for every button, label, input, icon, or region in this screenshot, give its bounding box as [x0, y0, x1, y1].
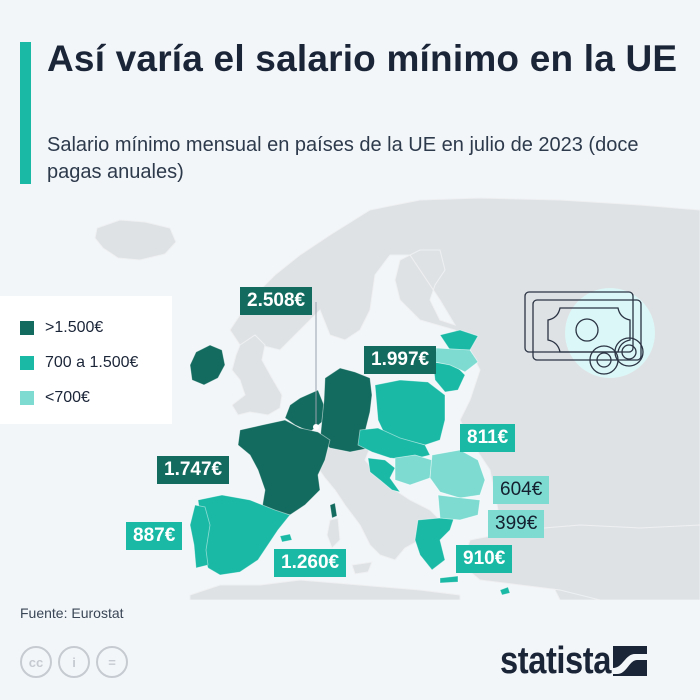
- cc-icon[interactable]: cc: [20, 646, 52, 678]
- tier-mid-countries: [189, 329, 511, 596]
- label-bulgaria: 399€: [488, 510, 545, 538]
- hungary: [394, 454, 433, 486]
- source-text: Fuente: Eurostat: [20, 605, 124, 621]
- legend-swatch-low: [20, 391, 34, 405]
- legend: >1.500€ 700 a 1.500€ <700€: [0, 296, 172, 424]
- page-subtitle: Salario mínimo mensual en países de la U…: [47, 134, 639, 183]
- money-icon: [524, 288, 655, 378]
- legend-label-low: <700€: [45, 389, 90, 406]
- tier-high-countries: [189, 344, 373, 519]
- legend-label-high: >1.500€: [45, 319, 104, 336]
- license-icons: cc i =: [20, 646, 128, 678]
- label-spain: 1.260€: [274, 549, 347, 577]
- label-portugal: 887€: [126, 522, 183, 550]
- statista-wordmark: statista: [500, 639, 611, 682]
- greece: [414, 514, 456, 571]
- tier-low-countries: [394, 347, 486, 521]
- legend-item-mid: 700 a 1.500€: [20, 353, 138, 373]
- legend-item-high: >1.500€: [20, 318, 103, 338]
- cyprus: [499, 586, 511, 596]
- crete: [439, 575, 459, 584]
- label-france: 1.747€: [157, 456, 230, 484]
- legend-swatch-high: [20, 321, 34, 335]
- page-title: Así varía el salario mínimo en la UE: [47, 38, 678, 79]
- balearics: [279, 533, 293, 543]
- corsica: [329, 502, 338, 519]
- ireland: [189, 344, 226, 386]
- statista-logo[interactable]: statista: [500, 639, 648, 682]
- title-accent-bar: [20, 42, 31, 184]
- portugal: [189, 504, 211, 569]
- lux-dot: [313, 424, 319, 430]
- romania: [429, 449, 486, 499]
- no-derivatives-icon[interactable]: =: [96, 646, 128, 678]
- slovenia-croatia: [367, 457, 401, 493]
- lithuania-estonia: [439, 329, 479, 351]
- label-poland: 811€: [460, 424, 516, 452]
- legend-label-mid: 700 a 1.500€: [45, 354, 139, 371]
- legend-swatch-mid: [20, 356, 34, 370]
- label-luxembourg: 2.508€: [240, 287, 313, 315]
- bulgaria: [437, 494, 481, 521]
- europe-map: [94, 197, 700, 600]
- statista-logo-icon: [613, 646, 648, 676]
- attribution-icon[interactable]: i: [58, 646, 90, 678]
- label-greece: 910€: [456, 545, 513, 573]
- legend-item-low: <700€: [20, 388, 90, 408]
- label-germany: 1.997€: [364, 346, 437, 374]
- label-romania: 604€: [493, 476, 550, 504]
- france: [237, 419, 331, 516]
